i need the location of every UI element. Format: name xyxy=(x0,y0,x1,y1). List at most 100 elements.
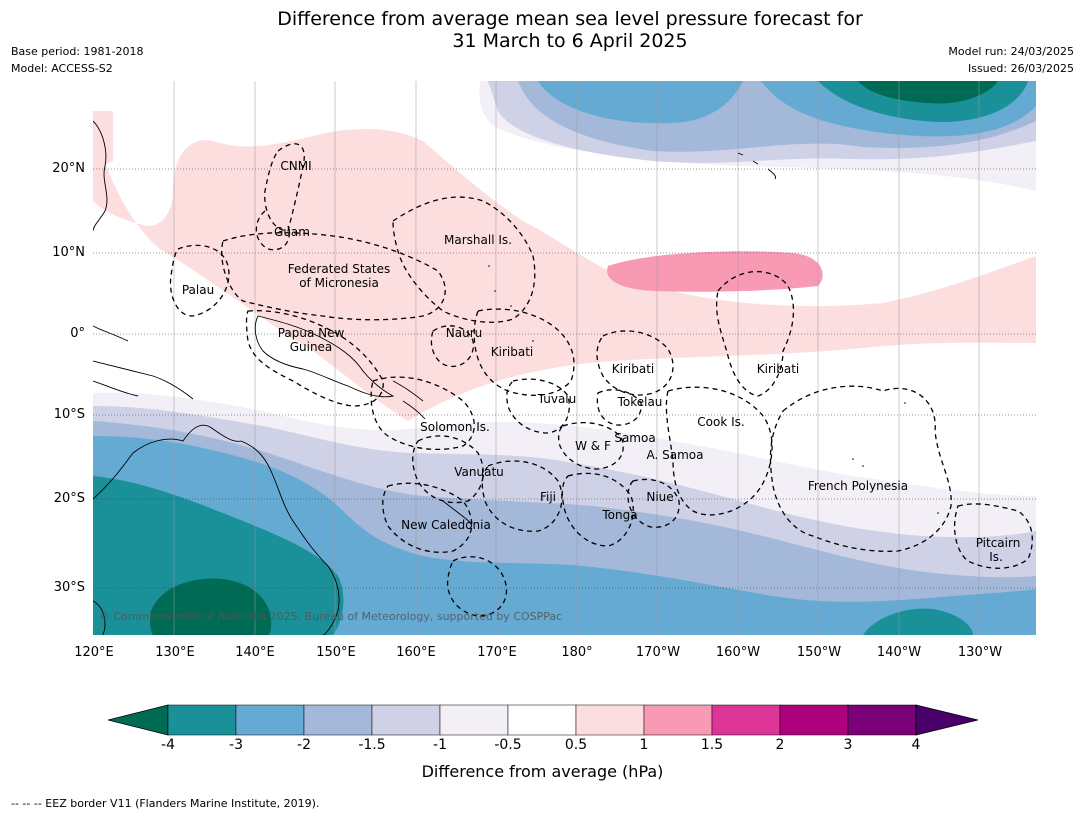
label-pitcairn-1: Pitcairn xyxy=(975,536,1021,550)
label-fiji: Fiji xyxy=(539,490,557,504)
colorbar-bin xyxy=(439,704,509,736)
lon-label-120e: 120°E xyxy=(74,645,114,660)
eez-wallis-samoa xyxy=(557,421,624,470)
lon-label-160w: 160°W xyxy=(715,645,761,660)
meta-left: Base period: 1981-2018 Model: ACCESS-S2 xyxy=(11,43,143,77)
colorbar-tick: 1 xyxy=(639,737,649,753)
label-png-2: Guinea xyxy=(289,340,333,354)
lon-label-130w: 130°W xyxy=(957,645,1003,660)
eez-kiribati-gilbert xyxy=(473,308,575,396)
south-anomaly-teal xyxy=(93,476,344,635)
title-line-2: 31 March to 6 April 2025 xyxy=(452,30,688,52)
tropical-positive-band xyxy=(93,121,1036,421)
colorbar-bin xyxy=(575,704,645,736)
island xyxy=(494,290,496,292)
colorbar-tick: 3 xyxy=(843,737,853,753)
colorbar-tick: -1 xyxy=(433,737,447,753)
island xyxy=(510,305,512,307)
north-anomaly-blue xyxy=(538,81,743,124)
lon-label-140w: 140°W xyxy=(876,645,922,660)
label-tonga: Tonga xyxy=(602,508,638,522)
label-wallis-futuna: W & F xyxy=(575,439,611,453)
eez-borders xyxy=(169,143,1033,617)
label-french-polynesia: French Polynesia xyxy=(807,479,909,493)
label-palau: Palau xyxy=(181,283,215,297)
label-tuvalu: Tuvalu xyxy=(537,392,577,406)
eez-marshall xyxy=(392,196,536,323)
model-run: Model run: 24/03/2025 xyxy=(948,45,1074,58)
coastlines xyxy=(93,120,776,635)
label-tokelau: Tokelau xyxy=(617,395,663,409)
label-cook: Cook Is. xyxy=(697,415,745,429)
south-anomaly-teal-east xyxy=(863,608,973,635)
coast-new-zealand xyxy=(93,600,106,635)
lon-label-170e: 170°E xyxy=(477,645,517,660)
coast-new-guinea xyxy=(254,315,395,398)
colorbar-tick: 1.5 xyxy=(700,737,724,753)
colorbar-tick: 0.5 xyxy=(564,737,588,753)
colorbar-bin xyxy=(643,704,713,736)
island xyxy=(532,340,534,342)
colorbar-tick: 2 xyxy=(775,737,785,753)
label-kiribati-central: Kiribati xyxy=(611,362,655,376)
eez-kermadec xyxy=(446,556,508,617)
label-marshall: Marshall Is. xyxy=(444,233,512,247)
eez-tuvalu xyxy=(506,378,570,434)
colorbar-tick: -3 xyxy=(229,737,243,753)
south-anomaly-dark xyxy=(149,578,272,635)
colorbar-bin xyxy=(779,704,849,736)
label-cnmi: CNMI xyxy=(280,159,312,173)
coast-indonesia xyxy=(93,325,194,400)
coast-australia xyxy=(93,424,340,635)
colorbar-bin xyxy=(303,704,373,736)
eez-fiji xyxy=(481,460,563,532)
eez-png xyxy=(245,310,384,407)
colorbar-tick: -1.5 xyxy=(358,737,386,753)
lon-label-160e: 160°E xyxy=(396,645,436,660)
label-kiribati-west: Kiribati xyxy=(490,345,534,359)
lon-label-140e: 140°E xyxy=(235,645,275,660)
colorbar-tick: -2 xyxy=(297,737,311,753)
colorbar-bin xyxy=(847,704,917,736)
lon-label-170w: 170°W xyxy=(635,645,681,660)
eez-nauru xyxy=(430,325,475,368)
island xyxy=(862,465,864,467)
label-kiribati-east: Kiribati xyxy=(756,362,800,376)
colorbar-bin xyxy=(507,704,577,736)
coast-solomons xyxy=(392,380,426,420)
eez-niue xyxy=(627,478,680,528)
island-dots xyxy=(488,265,939,514)
lat-label-20s: 20°S xyxy=(53,491,85,506)
colorbar-extend-max xyxy=(915,704,978,736)
graticule xyxy=(93,81,1036,635)
label-samoa: Samoa xyxy=(614,431,656,445)
island xyxy=(904,402,906,404)
eez-footnote: -- -- -- EEZ border V11 (Flanders Marine… xyxy=(11,797,320,810)
lat-label-20n: 20°N xyxy=(52,161,85,176)
lon-label-180: 180° xyxy=(561,645,593,660)
eez-fsm xyxy=(221,232,446,321)
eez-new-caledonia xyxy=(382,482,473,553)
label-niue: Niue xyxy=(646,490,674,504)
island xyxy=(937,512,939,514)
eez-cook xyxy=(665,386,773,516)
colorbar-tick: -4 xyxy=(161,737,175,753)
label-pitcairn-2: Is. xyxy=(989,550,1003,564)
label-new-caledonia: New Caledonia xyxy=(401,518,491,532)
eez-guam xyxy=(255,210,290,251)
coast-hawaii xyxy=(737,152,776,180)
colorbar-title: Difference from average (hPa) xyxy=(421,762,664,781)
lat-label-10n: 10°N xyxy=(52,245,85,260)
coast-new-caledonia xyxy=(442,500,472,524)
base-period: Base period: 1981-2018 xyxy=(11,45,144,58)
eez-vanuatu xyxy=(412,435,484,504)
lon-label-150w: 150°W xyxy=(796,645,842,660)
label-guam: Guam xyxy=(274,225,310,239)
colorbar-tick: 4 xyxy=(911,737,921,753)
colorbar-tick: -0.5 xyxy=(494,737,522,753)
label-nauru: Nauru xyxy=(445,326,483,340)
coast-philippines xyxy=(93,120,108,232)
eez-palau xyxy=(169,244,230,317)
positive-core-east xyxy=(607,251,823,292)
colorbar-extend-min xyxy=(108,704,169,736)
